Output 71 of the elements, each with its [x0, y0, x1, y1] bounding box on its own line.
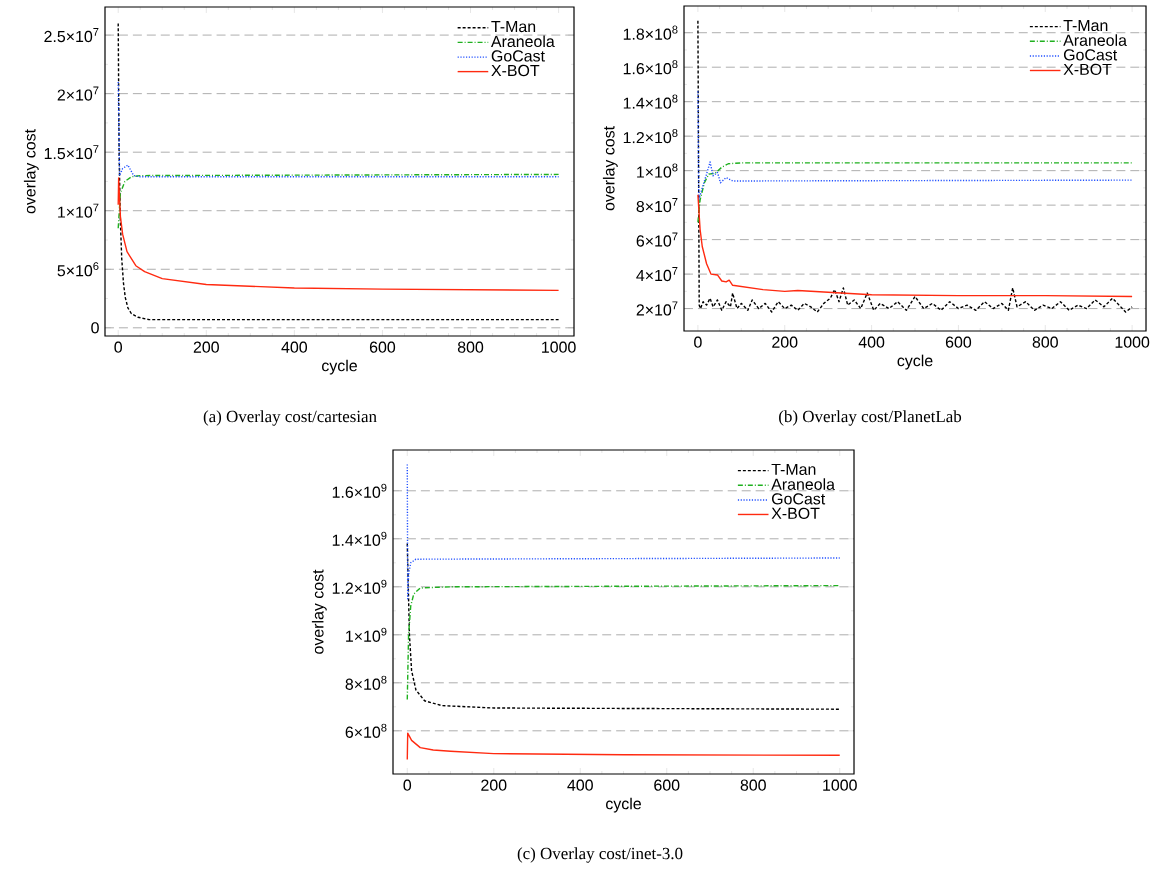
line-series: [117, 177, 560, 292]
legend-label: X-BOT: [771, 507, 820, 519]
line-series: [406, 732, 841, 761]
y-tick-label: 1×10$^{7}$: [58, 203, 99, 218]
y-tick-label: 1.2×10$^{8}$: [623, 129, 678, 144]
x-tick-label: 0: [694, 336, 702, 348]
text: (c) Overlay cost/inet-3.0: [517, 847, 683, 863]
y-tick-label: 1.6×10$^{8}$: [623, 60, 678, 75]
y-axis-title: overlay cost: [311, 569, 327, 654]
line-series: [117, 173, 560, 229]
line-series: [697, 162, 1133, 224]
x-tick-label: 600: [654, 779, 680, 791]
x-tick-label: 0: [403, 779, 412, 791]
x-tick-label: 800: [1032, 336, 1058, 348]
y-tick-label: 5×10$^{6}$: [57, 262, 99, 277]
x-tick-label: 1000: [1115, 336, 1150, 348]
y-tick-label: 6×10$^{8}$: [345, 723, 387, 738]
x-tick-label: 400: [567, 779, 593, 791]
x-tick-label: 600: [945, 336, 972, 348]
x-tick-label: 400: [281, 341, 308, 353]
y-axis-title: overlay cost: [602, 126, 618, 211]
x-axis-title: cycle: [322, 359, 357, 375]
y-tick-label: 0: [91, 322, 99, 334]
line-series: [697, 90, 1133, 201]
x-tick-label: 400: [858, 336, 885, 348]
y-tick-label: 8×10$^{8}$: [345, 675, 387, 690]
y-tick-label: 1.4×10$^{8}$: [623, 94, 678, 109]
legend-label: T-Man: [491, 21, 536, 33]
legend-label: GoCast: [771, 493, 826, 505]
x-tick-label: 1000: [542, 341, 576, 353]
legend-label: T-Man: [1063, 19, 1108, 32]
line-series: [697, 194, 1133, 298]
line-series: [406, 542, 841, 710]
x-tick-label: 1000: [823, 779, 857, 791]
y-tick-label: 1.2×10$^{9}$: [332, 579, 387, 594]
legend-label: GoCast: [491, 50, 545, 62]
legend-label: Araneola: [490, 35, 555, 48]
y-tick-label: 1×10$^{9}$: [346, 627, 387, 642]
x-tick-label: 800: [740, 779, 766, 791]
y-tick-label: 6×10$^{7}$: [636, 232, 678, 247]
y-tick-label: 4×10$^{7}$: [636, 267, 678, 282]
legend-label: X-BOT: [491, 64, 540, 77]
y-tick-label: 2×10$^{7}$: [57, 86, 99, 101]
legend-label: GoCast: [1063, 49, 1118, 61]
x-axis-title: cycle: [606, 797, 641, 813]
line-series: [406, 584, 841, 701]
y-tick-label: 1.8×10$^{8}$: [623, 25, 678, 40]
legend-label: X-BOT: [1063, 63, 1112, 76]
x-tick-label: 200: [772, 336, 798, 348]
line-series: [406, 463, 841, 600]
x-tick-label: 0: [114, 341, 123, 353]
x-tick-label: 200: [481, 779, 507, 791]
y-tick-label: 8×10$^{7}$: [636, 198, 678, 213]
x-tick-label: 800: [457, 341, 484, 353]
x-tick-label: 200: [193, 341, 219, 353]
line-series: [117, 81, 560, 178]
y-axis-title: overlay cost: [23, 129, 39, 214]
line-series: [697, 19, 1133, 313]
text: (a) Overlay cost/cartesian: [203, 410, 377, 426]
y-tick-label: 1×10$^{8}$: [637, 163, 678, 178]
y-tick-label: 1.4×10$^{9}$: [332, 531, 387, 546]
x-tick-label: 600: [369, 341, 396, 353]
y-tick-label: 2.5×10$^{7}$: [44, 28, 99, 43]
y-tick-label: 1.5×10$^{7}$: [44, 145, 99, 160]
legend-label: T-Man: [771, 463, 816, 476]
y-tick-label: 1.6×10$^{9}$: [332, 483, 387, 498]
y-tick-label: 2×10$^{7}$: [636, 301, 678, 316]
legend-label: Araneola: [771, 478, 835, 490]
legend-label: Araneola: [1063, 34, 1127, 46]
x-axis-title: cycle: [897, 354, 933, 370]
text: (b) Overlay cost/PlanetLab: [779, 410, 962, 426]
